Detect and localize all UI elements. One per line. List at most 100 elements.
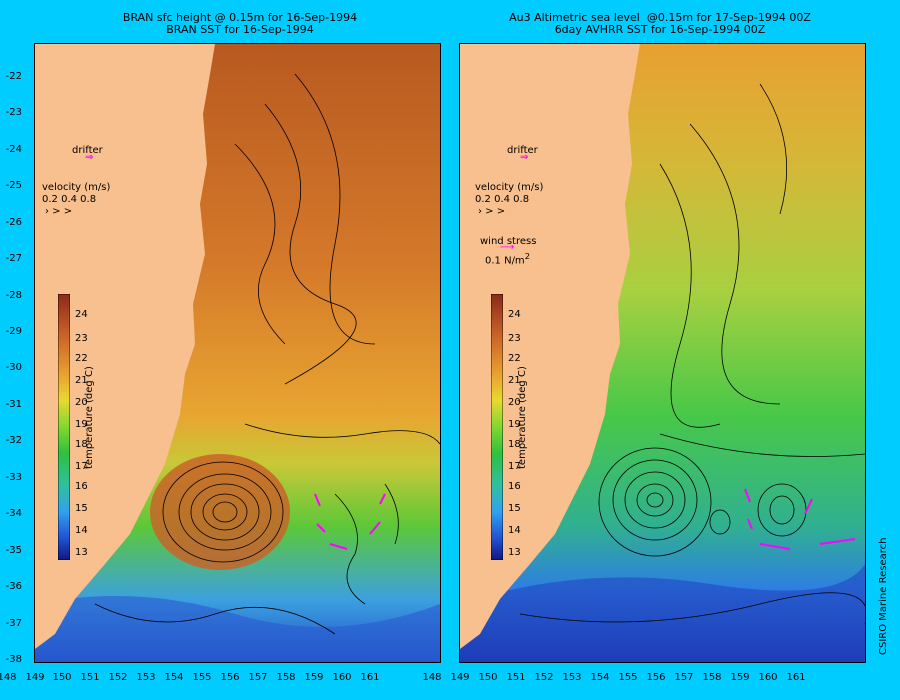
left-panel-title: BRAN sfc height @ 0.15m for 16-Sep-1994 … — [40, 12, 440, 36]
left-velocity-values: 0.2 0.4 0.8 — [42, 194, 97, 205]
right-cbar-tick: 23 — [508, 333, 521, 344]
left-title-line2: BRAN SST for 16-Sep-1994 — [166, 23, 314, 36]
lat-tick: -28 — [5, 290, 22, 301]
lat-tick: -27 — [5, 253, 22, 264]
drifter-arrows — [744, 488, 856, 550]
right-cbar-tick: 21 — [508, 375, 521, 386]
lon-tick: 154 — [164, 672, 184, 683]
right-map: drifter ⇒ velocity (m/s) 0.2 0.4 0.8 › >… — [459, 43, 866, 663]
lon-tick: 155 — [618, 672, 638, 683]
left-colorbar — [58, 294, 70, 560]
lat-tick: -26 — [5, 217, 22, 228]
wind-stress-value-text: 0.1 N/m — [485, 255, 525, 267]
lon-tick: 148 — [422, 672, 442, 683]
left-cbar-tick: 15 — [75, 503, 88, 514]
left-cbar-tick: 17 — [75, 461, 88, 472]
right-velocity-arrows: › > > — [478, 206, 506, 217]
lon-tick: 151 — [506, 672, 526, 683]
cold-water — [460, 564, 865, 662]
right-colorbar — [491, 294, 503, 560]
lat-tick: -22 — [5, 71, 22, 82]
left-drifter-label: drifter — [72, 145, 103, 156]
lon-tick: 150 — [478, 672, 498, 683]
left-velocity-label: velocity (m/s) — [42, 182, 111, 193]
right-velocity-values: 0.2 0.4 0.8 — [475, 194, 530, 205]
lon-tick: 159 — [730, 672, 750, 683]
lat-tick: -25 — [5, 180, 22, 191]
lon-tick: 155 — [192, 672, 212, 683]
lon-tick: 154 — [590, 672, 610, 683]
lon-tick: 149 — [25, 672, 45, 683]
right-map-svg — [460, 44, 865, 662]
lat-tick: -29 — [5, 326, 22, 337]
lat-tick: -38 — [5, 654, 22, 665]
left-cbar-tick: 19 — [75, 419, 88, 430]
left-cbar-tick: 18 — [75, 439, 88, 450]
lon-tick: 149 — [450, 672, 470, 683]
lat-tick: -37 — [5, 618, 22, 629]
lon-tick: 148 — [0, 672, 17, 683]
cold-water — [35, 596, 440, 662]
wind-stress-arrow: ⟶ — [500, 242, 515, 253]
right-cbar-tick: 13 — [508, 547, 521, 558]
left-cbar-tick: 22 — [75, 353, 88, 364]
drifter-arrows — [314, 493, 386, 550]
right-cbar-tick: 17 — [508, 461, 521, 472]
wind-stress-exponent: 2 — [524, 251, 530, 261]
right-cbar-tick: 15 — [508, 503, 521, 514]
wind-stress-value: 0.1 N/m2 — [485, 251, 530, 266]
lat-tick: -31 — [5, 399, 22, 410]
left-cbar-tick: 13 — [75, 547, 88, 558]
lat-tick: -32 — [5, 435, 22, 446]
sea-level-contours — [94, 73, 440, 635]
lon-tick: 156 — [646, 672, 666, 683]
lat-tick: -35 — [5, 545, 22, 556]
lat-tick: -36 — [5, 581, 22, 592]
lon-tick: 153 — [562, 672, 582, 683]
lon-tick: 160 — [332, 672, 352, 683]
left-velocity-arrows: › > > — [45, 206, 73, 217]
right-cbar-tick: 20 — [508, 397, 521, 408]
lon-tick: 158 — [702, 672, 722, 683]
credit-label: CSIRO Marine Research — [878, 537, 889, 655]
lon-tick: 152 — [534, 672, 554, 683]
lon-tick: 161 — [360, 672, 380, 683]
right-cbar-tick: 24 — [508, 309, 521, 320]
left-cbar-tick: 16 — [75, 481, 88, 492]
lon-tick: 159 — [304, 672, 324, 683]
right-cbar-tick: 18 — [508, 439, 521, 450]
left-map: drifter ⇒ velocity (m/s) 0.2 0.4 0.8 › >… — [34, 43, 441, 663]
lon-tick: 150 — [52, 672, 72, 683]
lon-tick: 152 — [108, 672, 128, 683]
left-cbar-tick: 20 — [75, 397, 88, 408]
coastline-land — [35, 44, 215, 649]
right-title-line1: Au3 Altimetric sea level @0.15m for 17-S… — [509, 11, 811, 24]
lat-tick: -33 — [5, 472, 22, 483]
right-cbar-tick: 16 — [508, 481, 521, 492]
lon-tick: 158 — [276, 672, 296, 683]
lat-tick: -30 — [5, 362, 22, 373]
right-cbar-tick: 14 — [508, 525, 521, 536]
lon-tick: 157 — [248, 672, 268, 683]
lat-tick: -23 — [5, 107, 22, 118]
lon-tick: 156 — [220, 672, 240, 683]
right-cbar-tick: 22 — [508, 353, 521, 364]
lon-tick: 151 — [80, 672, 100, 683]
right-cbar-tick: 19 — [508, 419, 521, 430]
left-cbar-tick: 23 — [75, 333, 88, 344]
lat-tick: -34 — [5, 508, 22, 519]
left-drifter-arrow: ⇒ — [85, 152, 94, 163]
left-cbar-tick: 24 — [75, 309, 88, 320]
left-title-line1: BRAN sfc height @ 0.15m for 16-Sep-1994 — [122, 11, 358, 24]
right-drifter-label: drifter — [507, 145, 538, 156]
right-drifter-arrow: ⇒ — [520, 152, 529, 163]
lon-tick: 157 — [674, 672, 694, 683]
lon-tick: 160 — [758, 672, 778, 683]
wind-stress-label: wind stress — [480, 236, 537, 247]
lat-tick: -24 — [5, 144, 22, 155]
left-cbar-tick: 14 — [75, 525, 88, 536]
sea-level-contours — [519, 83, 865, 624]
lon-tick: 161 — [786, 672, 806, 683]
coastline-land — [460, 44, 640, 649]
warm-eddy — [150, 454, 290, 570]
